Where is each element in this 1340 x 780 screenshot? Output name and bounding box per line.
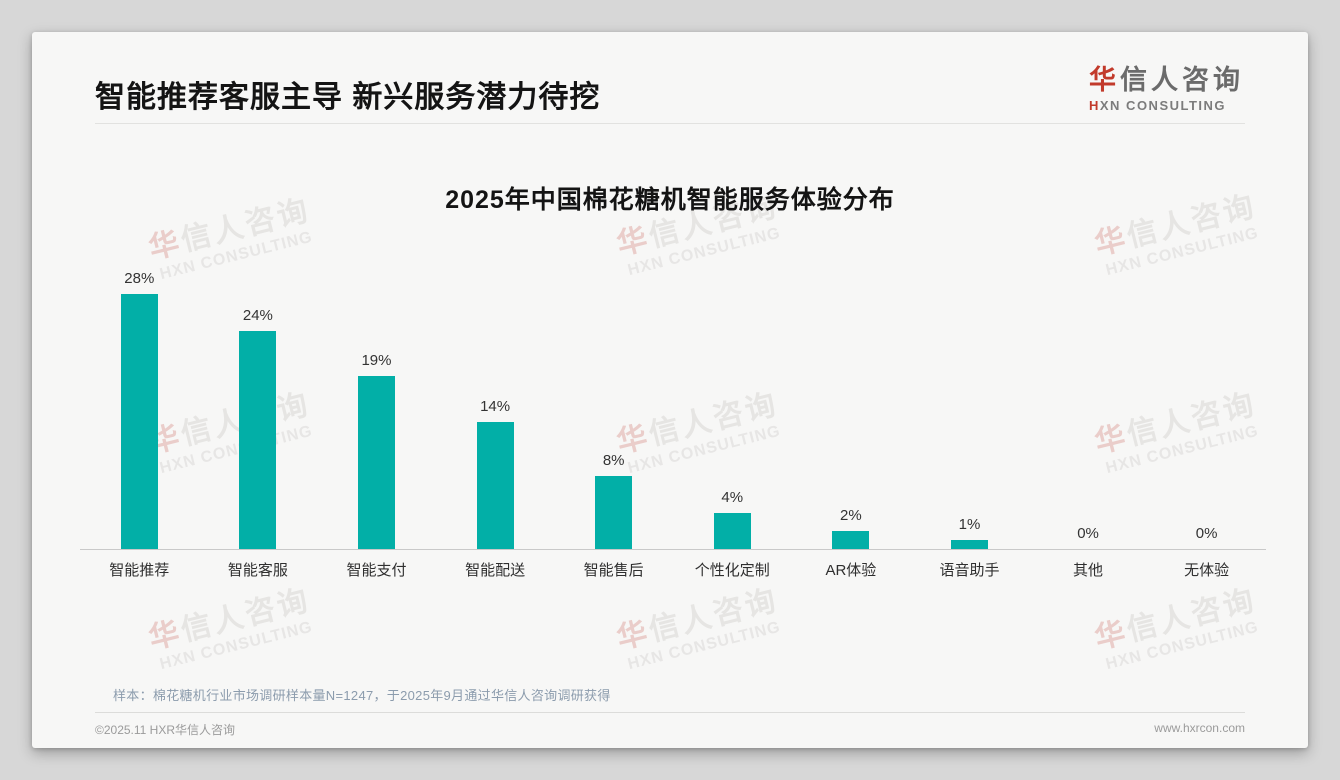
bar [713, 512, 751, 549]
bar-value-label: 1% [958, 515, 981, 533]
header-divider [95, 123, 1245, 124]
bar [595, 476, 633, 549]
category-label: 个性化定制 [694, 562, 770, 579]
bar-group: 28% [80, 270, 199, 549]
company-logo: 华信人咨询 HXN CONSULTING [1089, 58, 1244, 113]
bar-value-label: 14% [480, 397, 511, 415]
bar-value-label: 0% [1077, 525, 1099, 542]
bar-value-label: 19% [361, 352, 392, 370]
bar [950, 539, 988, 549]
category-label: 智能客服 [227, 562, 288, 579]
logo-english-text: HXN CONSULTING [1089, 98, 1227, 113]
bar-group: 1% [910, 516, 1029, 549]
bar-chart-labels: 智能推荐 智能客服 智能支付 智能配送 智能售后 个性化定制 AR体验 语音助手 其他 无体验 [80, 559, 1266, 580]
category-label: 智能支付 [346, 562, 407, 579]
sample-note: 样本：棉花糖机行业市场调研样本量N=1247，于2025年9月通过华信人咨询调研… [113, 688, 611, 703]
footer-divider [95, 712, 1245, 713]
category-label: 智能推荐 [109, 562, 170, 579]
bar-value-label: 24% [242, 306, 273, 324]
bar [357, 376, 395, 549]
category-label: 无体验 [1184, 562, 1230, 579]
bar-value-label: 28% [124, 270, 155, 288]
bar [832, 530, 870, 549]
website-url: www.hxrcon.com [1154, 721, 1245, 735]
bar-group: 14% [436, 398, 555, 549]
bar-group: 0% [1029, 525, 1148, 549]
chart-title: 2025年中国棉花糖机智能服务体验分布 [445, 186, 895, 214]
bar-group: 8% [554, 452, 673, 549]
bar [476, 421, 514, 549]
bar-group: 0% [1147, 525, 1266, 549]
bar-value-label: 2% [840, 506, 862, 524]
bar-chart-bars: 28% 24% 19% 14% 8% 4% 2% 1% 0% 0% [80, 269, 1266, 549]
x-axis-line [80, 549, 1266, 550]
bar-value-label: 0% [1195, 525, 1218, 542]
page-title: 智能推荐客服主导 新兴服务潜力待挖 [95, 81, 601, 114]
bar [239, 330, 277, 549]
bar-value-label: 8% [602, 452, 625, 470]
category-label: 其他 [1073, 562, 1104, 579]
bar-group: 2% [792, 507, 911, 549]
copyright-text: ©2025.11 HXR华信人咨询 [95, 723, 235, 737]
bar [120, 294, 158, 549]
logo-chinese-text: 华信人咨询 [1089, 65, 1244, 95]
bar-group: 24% [199, 307, 318, 549]
category-label: 智能售后 [583, 562, 644, 579]
slide-card: 智能推荐客服主导 新兴服务潜力待挖 华信人咨询 HXN CONSULTING 华… [32, 32, 1308, 748]
bar-value-label: 4% [721, 488, 744, 506]
category-label: 语音助手 [939, 562, 1000, 579]
bar-group: 19% [317, 352, 436, 549]
category-label: 智能配送 [465, 562, 526, 579]
bar-group: 4% [673, 489, 792, 549]
category-label: AR体验 [825, 562, 877, 579]
